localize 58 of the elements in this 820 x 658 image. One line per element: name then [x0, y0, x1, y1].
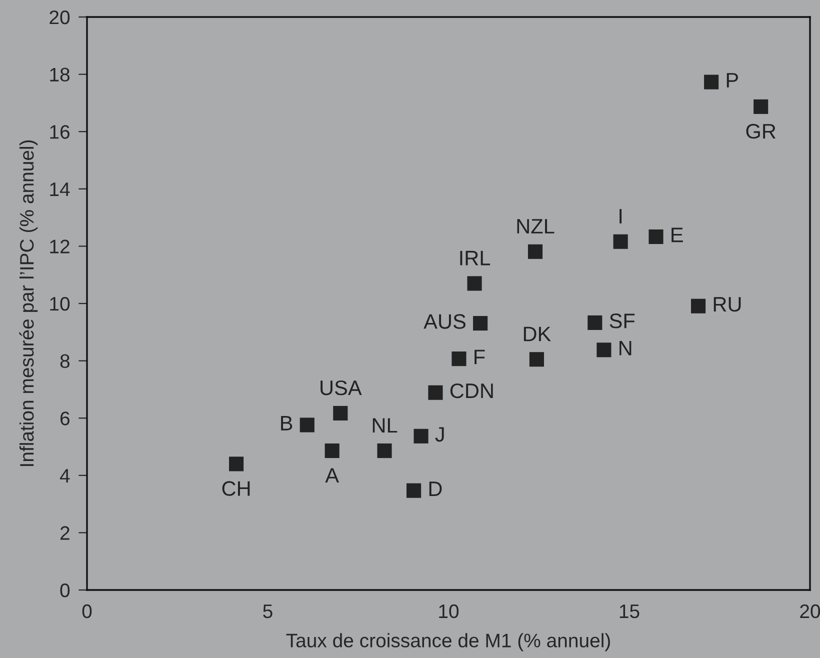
annotation: A	[325, 468, 340, 483]
point	[754, 99, 768, 114]
y-tick-label: 10	[50, 296, 70, 311]
point	[467, 276, 482, 291]
point	[377, 443, 392, 458]
annotation: CH	[222, 481, 250, 496]
annotation: RU	[714, 297, 741, 312]
annotation: NL	[372, 418, 398, 433]
y-tick-label: 6	[60, 412, 70, 426]
y-tick-label: 20	[50, 10, 70, 24]
x-axis-title: Taux de croissance de M1 (% annuel)	[286, 633, 610, 652]
point	[704, 74, 719, 90]
annotation: DK	[524, 326, 551, 342]
annotation: IRL	[460, 250, 490, 266]
annotation: NZL	[517, 219, 554, 234]
y-tick-label: 14	[50, 182, 70, 196]
point	[406, 483, 422, 498]
y-tick-label: 8	[60, 354, 70, 368]
point	[324, 443, 340, 458]
point	[648, 229, 664, 244]
point	[596, 342, 612, 358]
y-tick-label: 16	[50, 125, 70, 139]
annotation: J	[435, 427, 444, 442]
annotation: AUS	[424, 314, 466, 329]
point	[588, 315, 602, 330]
annotation: I	[620, 209, 622, 224]
point	[691, 298, 706, 314]
y-tick-label: 12	[50, 240, 70, 254]
x-tick-label: 20	[800, 604, 820, 618]
annotation: F	[474, 350, 485, 364]
annotation: E	[672, 228, 683, 242]
annotation: P	[726, 73, 738, 88]
y-tick-label: 4	[60, 469, 70, 482]
x-tick-label: 5	[263, 604, 272, 618]
annotation: SF	[610, 314, 635, 328]
annotation: B	[281, 416, 292, 430]
point	[414, 428, 428, 444]
annotation: D	[429, 482, 442, 496]
y-tick-label: 0	[60, 583, 70, 598]
x-tick-label: 15	[620, 604, 640, 618]
x-tick-label: 10	[439, 604, 459, 618]
x-tick-label: 0	[82, 604, 92, 618]
point	[428, 385, 443, 400]
annotation: CDN	[450, 383, 493, 398]
point	[229, 456, 244, 472]
point	[333, 406, 348, 421]
point	[452, 352, 466, 366]
point	[613, 234, 628, 249]
point	[473, 316, 488, 331]
point	[529, 352, 544, 367]
annotation: USA	[320, 380, 362, 396]
y-tick-label: 2	[60, 526, 70, 540]
point	[300, 418, 314, 432]
point	[528, 244, 543, 259]
annotation: N	[620, 340, 632, 356]
y-tick-label: 18	[50, 68, 70, 82]
annotation: GR	[746, 124, 776, 139]
y-axis-title: Inflation mesurée par l’IPC (% annuel)	[19, 140, 38, 466]
